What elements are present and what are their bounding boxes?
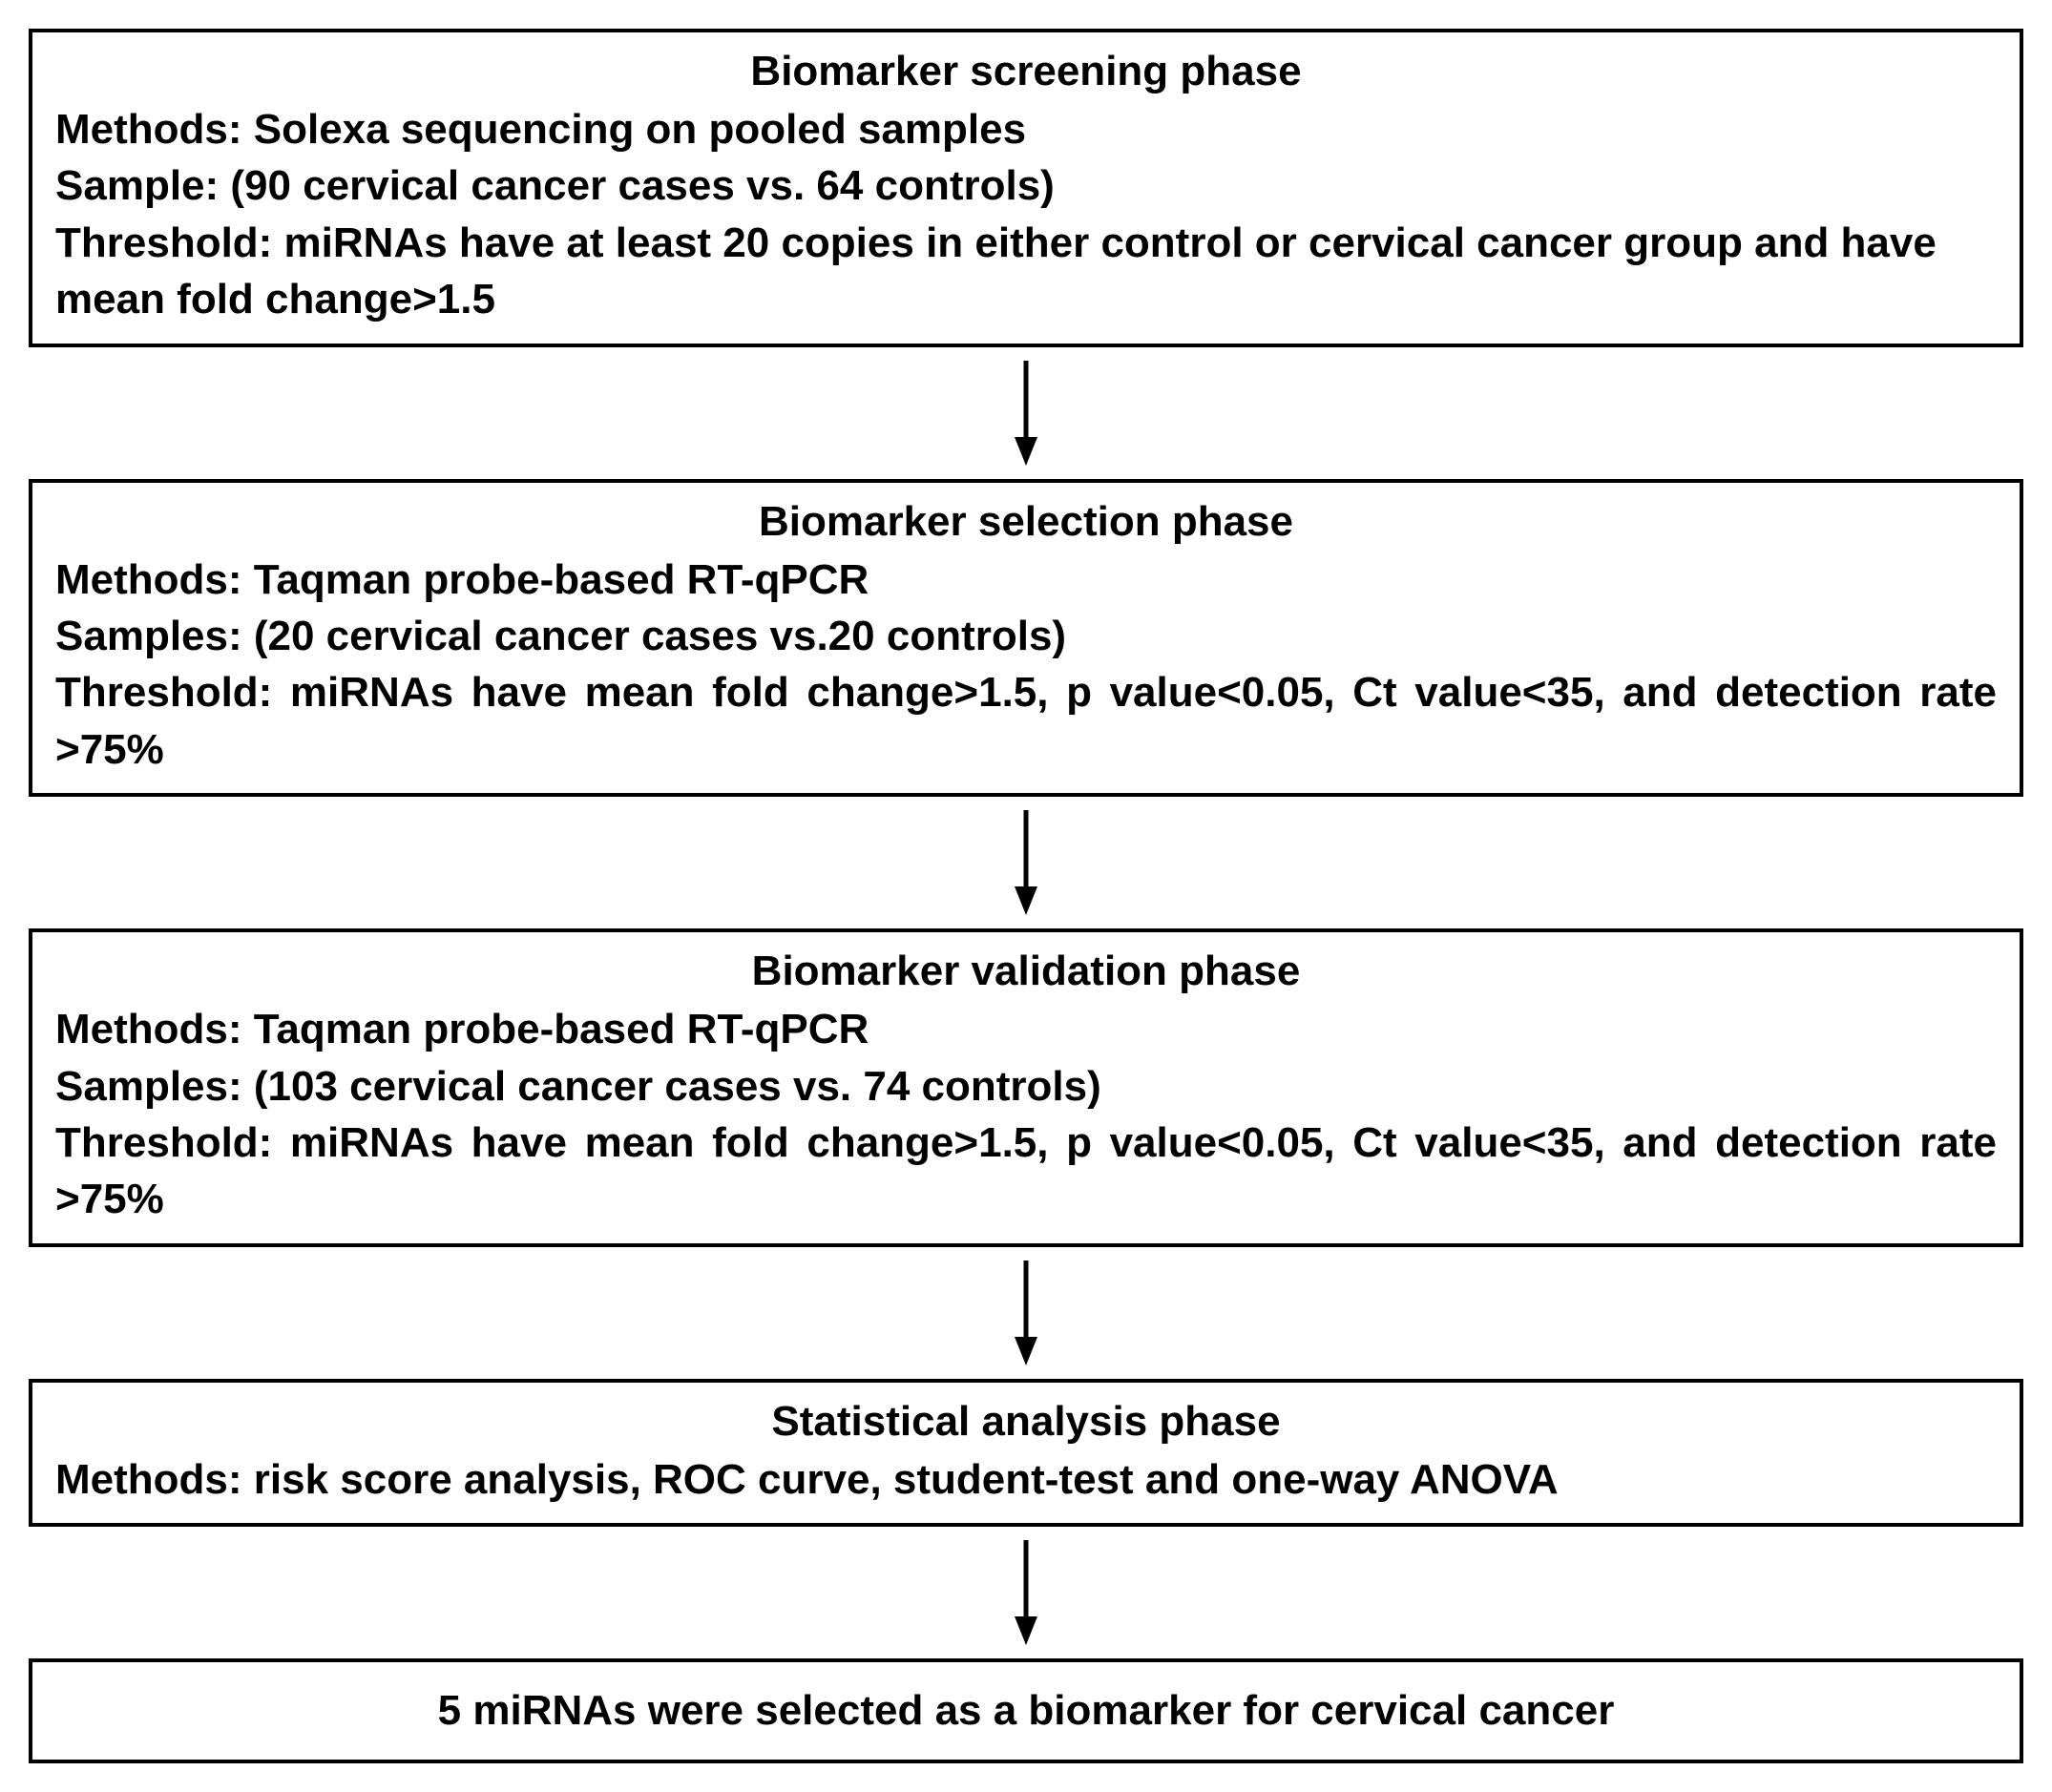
- node-line: Methods: Taqman probe-based RT-qPCR: [55, 552, 1997, 608]
- node-line: Threshold: miRNAs have at least 20 copie…: [55, 215, 1997, 328]
- arrow-icon: [1007, 1261, 1045, 1365]
- node-title: Biomarker selection phase: [55, 498, 1997, 546]
- node-line: Sample: (90 cervical cancer cases vs. 64…: [55, 157, 1997, 214]
- arrow-icon: [1007, 1540, 1045, 1645]
- node-line: Threshold: miRNAs have mean fold change>…: [55, 1115, 1997, 1228]
- node-line: Methods: Solexa sequencing on pooled sam…: [55, 101, 1997, 157]
- arrow-icon: [1007, 361, 1045, 466]
- node-line: Methods: risk score analysis, ROC curve,…: [55, 1451, 1997, 1508]
- flowchart-node-result: 5 miRNAs were selected as a biomarker fo…: [29, 1658, 2023, 1763]
- flowchart-node-selection: Biomarker selection phase Methods: Taqma…: [29, 479, 2023, 798]
- flowchart-node-statistical: Statistical analysis phase Methods: risk…: [29, 1379, 2023, 1527]
- arrow-icon: [1007, 810, 1045, 915]
- flowchart-container: Biomarker screening phase Methods: Solex…: [29, 29, 2023, 1763]
- node-title: Biomarker validation phase: [55, 948, 1997, 995]
- node-title: Statistical analysis phase: [55, 1398, 1997, 1446]
- node-line: Methods: Taqman probe-based RT-qPCR: [55, 1001, 1997, 1057]
- node-line: Samples: (103 cervical cancer cases vs. …: [55, 1058, 1997, 1115]
- flowchart-node-screening: Biomarker screening phase Methods: Solex…: [29, 29, 2023, 347]
- flowchart-node-validation: Biomarker validation phase Methods: Taqm…: [29, 928, 2023, 1247]
- node-title: Biomarker screening phase: [55, 48, 1997, 95]
- node-line: Threshold: miRNAs have mean fold change>…: [55, 664, 1997, 778]
- node-final: 5 miRNAs were selected as a biomarker fo…: [55, 1677, 1997, 1744]
- node-line: Samples: (20 cervical cancer cases vs.20…: [55, 608, 1997, 664]
